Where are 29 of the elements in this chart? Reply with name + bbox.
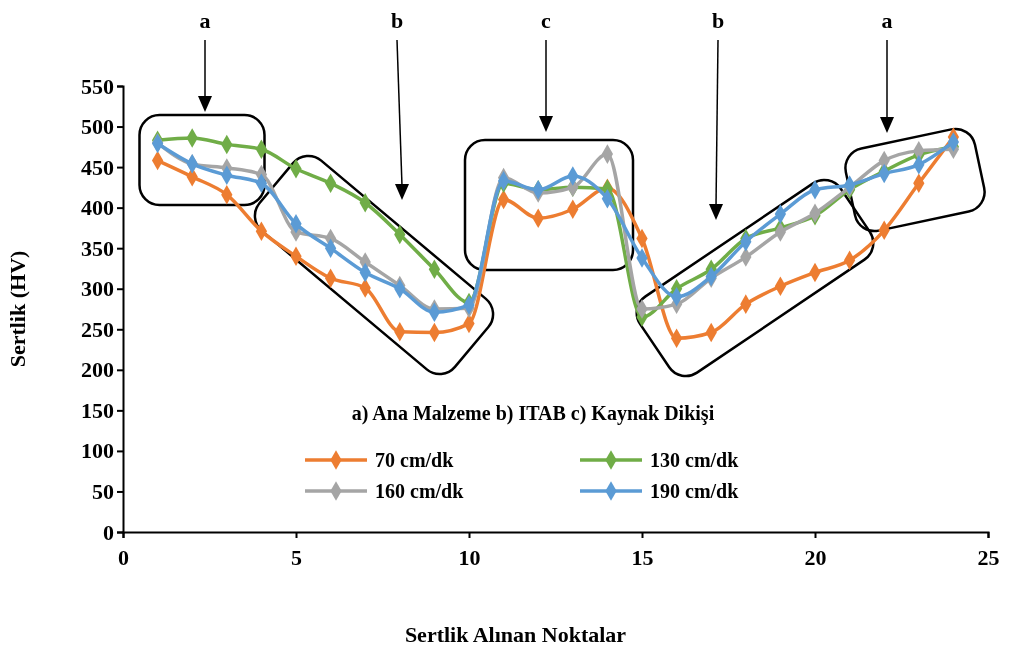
y-tick-label: 550	[81, 73, 114, 99]
y-tick-label: 0	[103, 519, 114, 545]
y-axis-title: Sertlik (HV)	[5, 250, 30, 368]
y-tick-label: 50	[92, 478, 114, 504]
annotation: a) Ana Malzeme b) ITAB c) Kaynak Dikişi	[351, 402, 715, 425]
text: b	[390, 8, 404, 33]
x-tick-label: 25	[977, 545, 1000, 571]
x-tick-label: 5	[291, 545, 302, 571]
x-tick-label: 10	[458, 545, 481, 571]
x-tick-label: 15	[631, 545, 654, 571]
legend-label: 70 cm/dk	[375, 449, 455, 471]
x-tick-label: 20	[804, 545, 827, 571]
y-tick-label: 150	[81, 397, 114, 423]
legend-label: 190 cm/dk	[650, 480, 740, 502]
y-tick-label: 500	[81, 114, 114, 140]
text: b	[711, 8, 725, 33]
text: a	[881, 8, 893, 33]
y-tick-label: 250	[81, 316, 114, 342]
y-tick-label: 450	[81, 154, 114, 180]
text: c	[541, 8, 552, 33]
y-tick-label: 300	[81, 276, 114, 302]
x-axis-title: Sertlik Alınan Noktalar	[404, 622, 627, 647]
legend-label: 130 cm/dk	[650, 449, 740, 471]
y-tick-label: 100	[81, 438, 114, 464]
text: a	[199, 8, 211, 33]
y-tick-label: 400	[81, 195, 114, 221]
legend-label: 160 cm/dk	[375, 480, 465, 502]
y-tick-label: 200	[81, 357, 114, 383]
y-tick-label: 350	[81, 235, 114, 261]
